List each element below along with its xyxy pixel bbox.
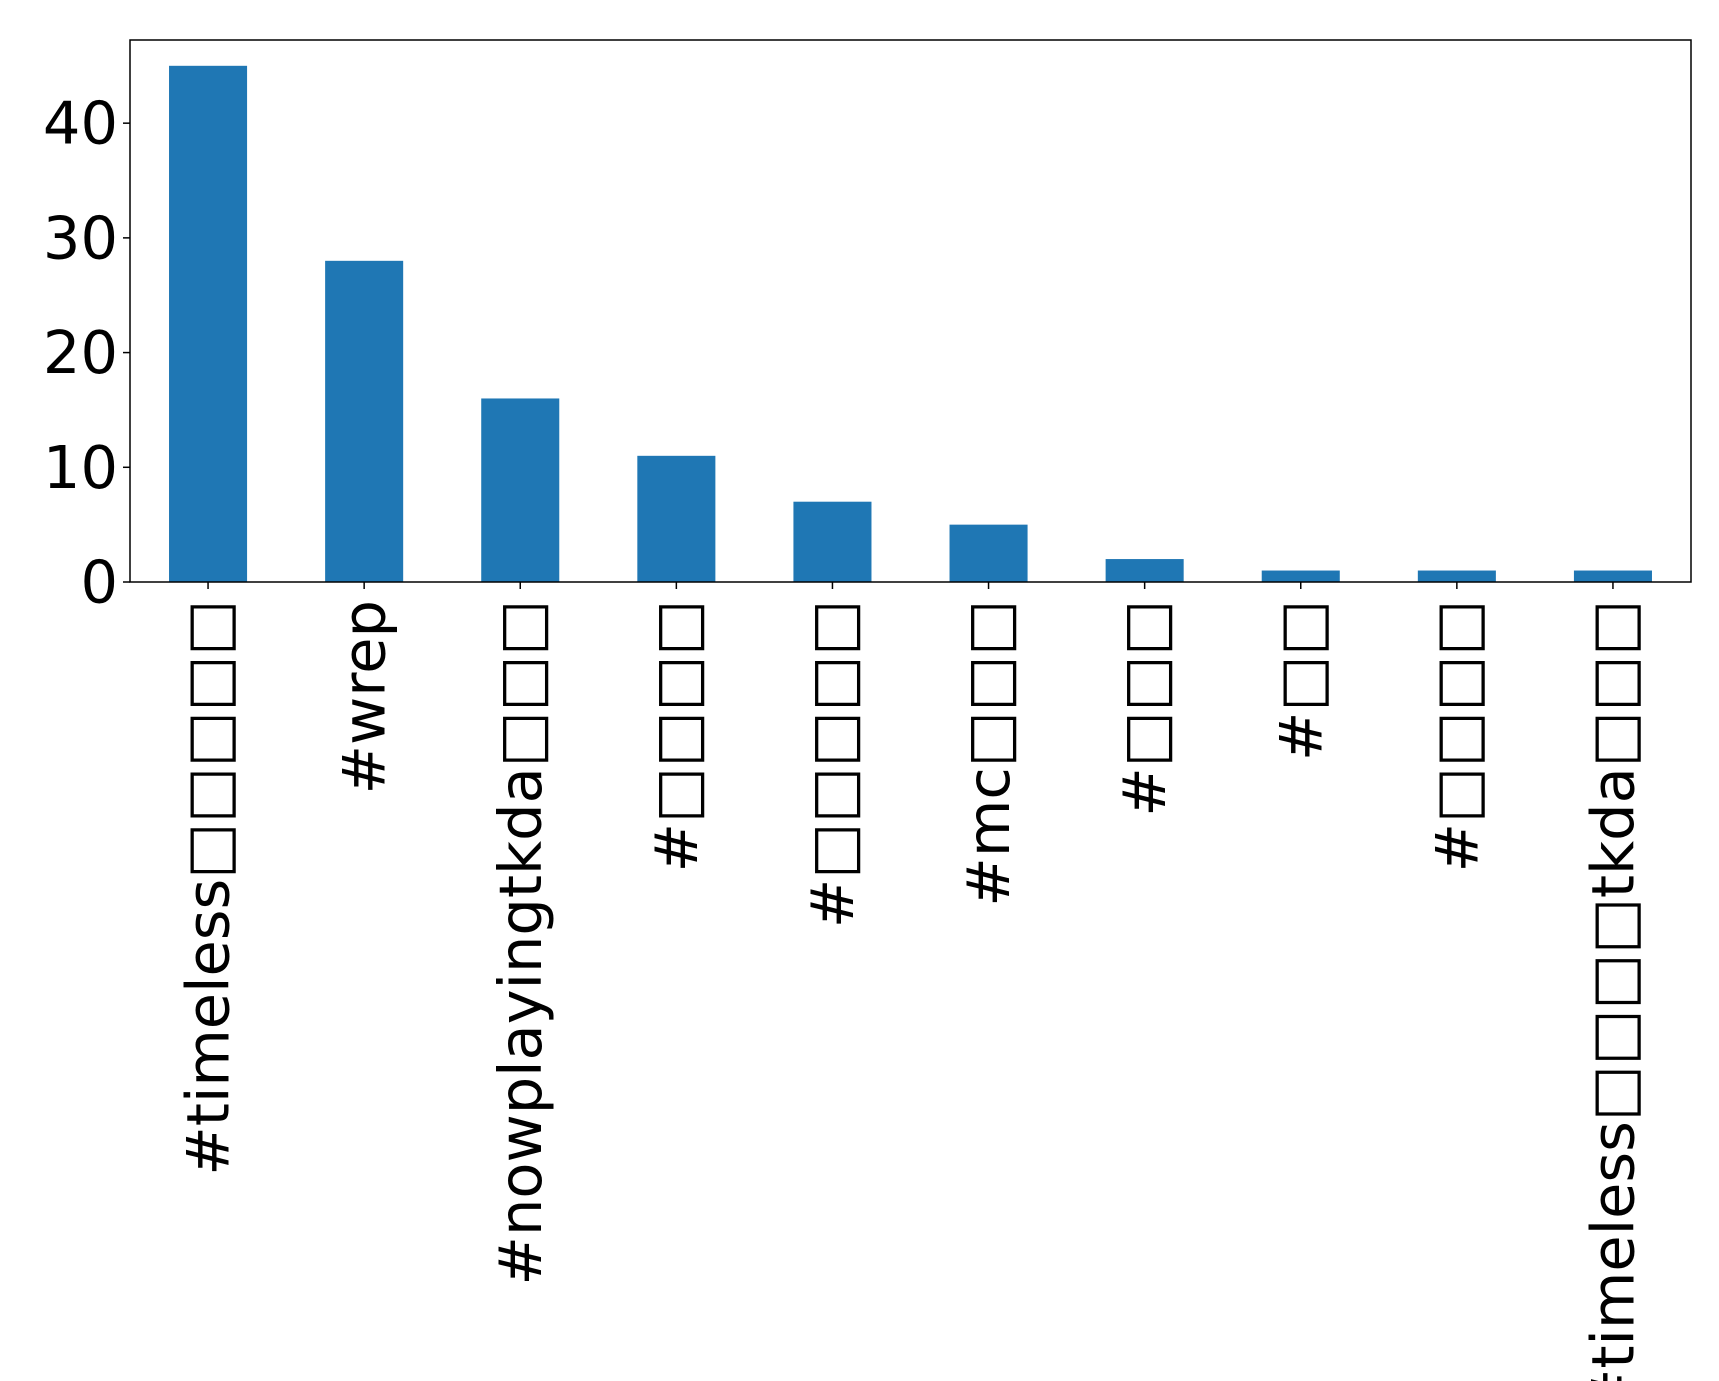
- x-tick-label-1: #wrep: [330, 600, 399, 794]
- x-tick-label-9: #timeless□□□□tkda□□□: [1578, 600, 1647, 1381]
- x-tick-label-7: #□□: [1266, 600, 1335, 761]
- x-tick-label-3: #□□□□: [642, 600, 711, 872]
- bar-3: [637, 455, 716, 582]
- bar-8: [1417, 570, 1496, 582]
- x-tick-label-8: #□□□□: [1422, 600, 1491, 872]
- plot-frame: [129, 39, 1692, 583]
- y-tick-label-4: 40: [43, 89, 118, 158]
- bars-group: [169, 65, 1652, 583]
- x-tick-label-2: #nowplayingtkda□□□: [486, 600, 555, 1285]
- x-axis: #timeless□□□□□ #wrep #nowplayingtkda□□□ #□□…: [174, 582, 1647, 1381]
- y-tick-label-1: 10: [43, 433, 118, 502]
- x-tick-label-4: #□□□□□: [798, 600, 867, 928]
- y-tick-label-2: 20: [43, 318, 118, 387]
- y-axis: 0 10 20 30 40: [43, 89, 130, 617]
- y-tick-label-0: 0: [80, 548, 118, 617]
- bar-1: [325, 260, 404, 582]
- bar-9: [1573, 570, 1652, 582]
- bar-4: [793, 501, 872, 582]
- bar-2: [481, 398, 560, 582]
- x-tick-label-0: #timeless□□□□□: [174, 600, 243, 1176]
- bar-5: [949, 524, 1028, 582]
- y-tick-label-3: 30: [43, 203, 118, 272]
- bar-7: [1261, 570, 1340, 582]
- bar-0: [169, 65, 248, 583]
- x-tick-label-5: #mc□□□: [954, 600, 1023, 907]
- bar-6: [1105, 559, 1184, 582]
- x-tick-label-6: #□□□: [1110, 600, 1179, 817]
